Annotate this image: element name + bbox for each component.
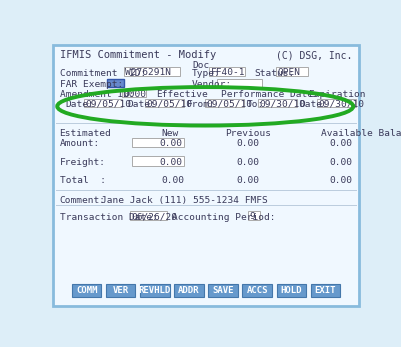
Text: OPEN: OPEN (277, 68, 300, 77)
FancyBboxPatch shape (144, 99, 183, 107)
Text: 09/05/10: 09/05/10 (206, 100, 252, 109)
Text: 0.00: 0.00 (159, 158, 182, 167)
FancyBboxPatch shape (275, 67, 308, 76)
Text: Date:: Date: (128, 100, 156, 109)
Text: (C) DSG, Inc.: (C) DSG, Inc. (275, 50, 352, 60)
FancyBboxPatch shape (209, 67, 244, 76)
FancyBboxPatch shape (247, 211, 259, 220)
Text: 0.00: 0.00 (161, 176, 184, 185)
FancyBboxPatch shape (208, 284, 237, 296)
Text: Comment:: Comment: (59, 196, 105, 205)
FancyBboxPatch shape (53, 45, 358, 306)
FancyBboxPatch shape (257, 99, 296, 107)
Text: 09/05/10: 09/05/10 (146, 100, 192, 109)
Text: 9: 9 (249, 212, 255, 221)
Text: Effective: Effective (156, 90, 208, 99)
Text: Performance Dates: Performance Dates (220, 90, 318, 99)
Text: Accounting Period:: Accounting Period: (172, 213, 275, 222)
Text: 06/26/20: 06/26/20 (131, 212, 177, 221)
FancyBboxPatch shape (205, 99, 243, 107)
FancyBboxPatch shape (276, 284, 305, 296)
Text: Freight:: Freight: (59, 158, 105, 167)
Text: Date:: Date: (66, 100, 94, 109)
Text: VER: VER (112, 286, 128, 295)
Text: IFMIS Commitment - Modify: IFMIS Commitment - Modify (59, 50, 215, 60)
Text: EXIT: EXIT (314, 286, 335, 295)
Text: Jane Jack (111) 555-1234 FMFS: Jane Jack (111) 555-1234 FMFS (100, 196, 267, 205)
Text: 09/05/10: 09/05/10 (85, 100, 131, 109)
FancyBboxPatch shape (130, 211, 167, 220)
Text: Commitment  ID:: Commitment ID: (59, 69, 146, 78)
FancyBboxPatch shape (216, 79, 261, 87)
Text: 0.00: 0.00 (329, 176, 352, 185)
FancyBboxPatch shape (131, 156, 184, 166)
Text: From:: From: (186, 100, 215, 109)
Text: Status:: Status: (253, 69, 294, 78)
Text: 0.00: 0.00 (236, 176, 259, 185)
Text: ACCS: ACCS (246, 286, 267, 295)
FancyBboxPatch shape (174, 284, 203, 296)
FancyBboxPatch shape (121, 88, 146, 97)
FancyBboxPatch shape (242, 284, 271, 296)
Text: Available Balance: Available Balance (321, 129, 401, 138)
Text: ADDR: ADDR (178, 286, 199, 295)
Text: 0.00: 0.00 (329, 139, 352, 149)
Text: Expiration: Expiration (308, 90, 365, 99)
Text: To:: To: (247, 100, 264, 109)
FancyBboxPatch shape (106, 284, 135, 296)
FancyBboxPatch shape (131, 138, 184, 147)
Text: 0.00: 0.00 (159, 139, 182, 148)
Text: Type:: Type: (192, 69, 220, 78)
FancyBboxPatch shape (72, 284, 101, 296)
Text: COMM: COMM (76, 286, 97, 295)
Text: Amendment ID:: Amendment ID: (59, 90, 134, 99)
Text: Date:: Date: (299, 100, 328, 109)
Text: Amount:: Amount: (59, 139, 99, 149)
Text: 0000: 0000 (123, 90, 146, 99)
Text: W276291N: W276291N (125, 68, 171, 77)
FancyBboxPatch shape (107, 79, 124, 87)
Text: Vendor:: Vendor: (192, 80, 232, 89)
FancyBboxPatch shape (140, 284, 169, 296)
FancyBboxPatch shape (124, 67, 179, 76)
Text: Doc: Doc (192, 61, 209, 70)
FancyBboxPatch shape (83, 99, 122, 107)
Text: FAR Exempt:: FAR Exempt: (59, 80, 122, 89)
Text: Estimated: Estimated (59, 129, 111, 138)
FancyBboxPatch shape (316, 99, 355, 107)
Text: 0.00: 0.00 (329, 158, 352, 167)
Text: 09/30/10: 09/30/10 (318, 100, 363, 109)
Text: FF40-1: FF40-1 (210, 68, 245, 77)
Text: New: New (161, 129, 178, 138)
Text: Transaction Date:: Transaction Date: (59, 213, 157, 222)
Text: Previous: Previous (224, 129, 270, 138)
Text: REVHLD: REVHLD (138, 286, 170, 295)
Text: 0.00: 0.00 (236, 139, 259, 149)
Text: HOLD: HOLD (280, 286, 301, 295)
Text: Total  :: Total : (59, 176, 105, 185)
Text: SAVE: SAVE (212, 286, 233, 295)
Text: 09/30/10: 09/30/10 (259, 100, 305, 109)
FancyBboxPatch shape (310, 284, 339, 296)
Text: 0.00: 0.00 (236, 158, 259, 167)
